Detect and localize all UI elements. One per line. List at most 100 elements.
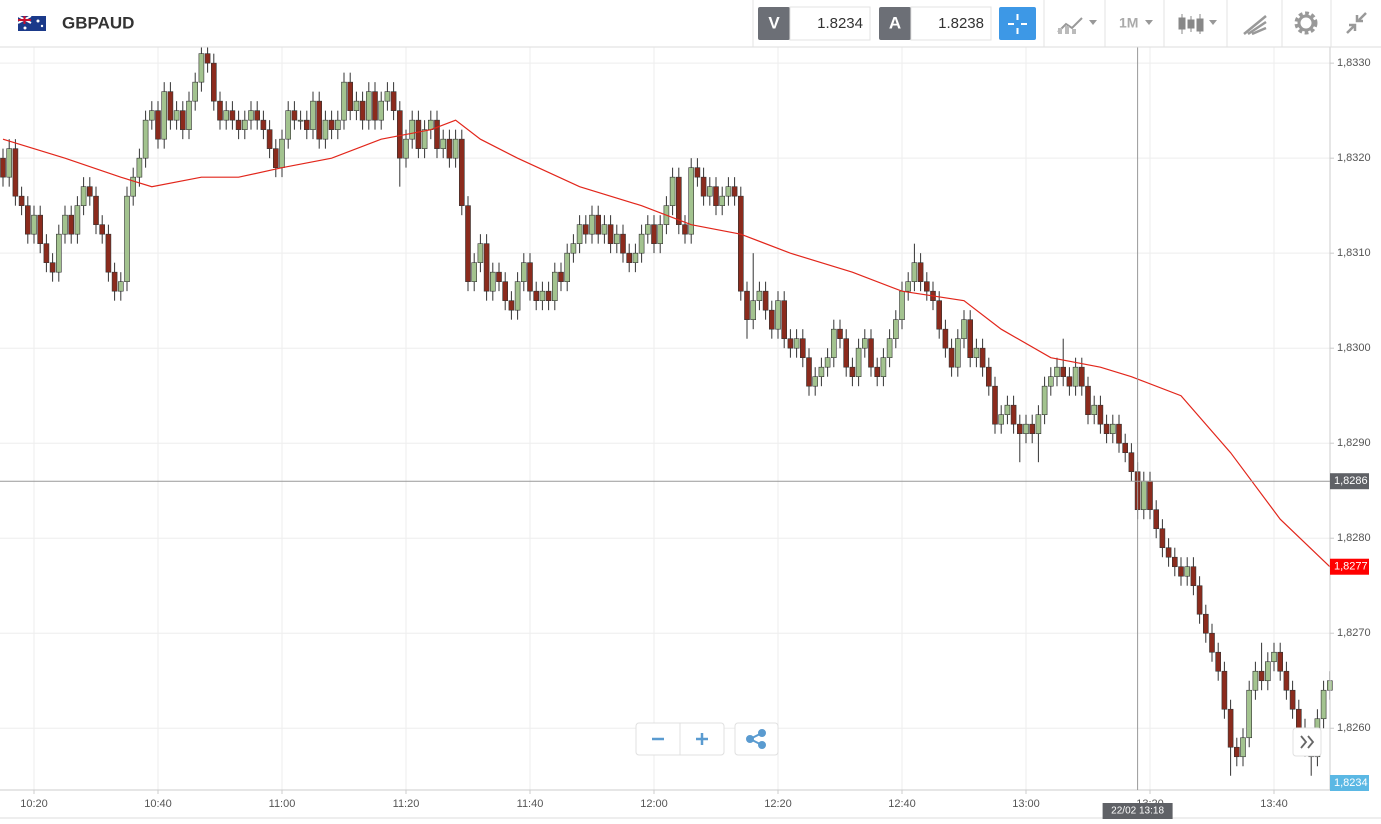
candle-body <box>706 186 713 197</box>
candle-body <box>781 300 788 339</box>
candle <box>1265 652 1271 691</box>
candle-body <box>173 110 180 121</box>
candle-body <box>911 262 918 282</box>
candle-body <box>731 186 738 197</box>
candle <box>657 215 664 254</box>
chart-type-button[interactable] <box>1057 17 1097 34</box>
candle <box>409 110 416 149</box>
crosshair-button[interactable] <box>999 7 1036 40</box>
candle <box>855 338 862 387</box>
candle <box>1203 604 1209 643</box>
candle <box>806 348 812 396</box>
candle <box>105 224 112 282</box>
candle <box>204 44 211 73</box>
candle <box>1103 414 1110 444</box>
candle <box>905 272 912 301</box>
candle-body <box>235 119 242 130</box>
candle <box>880 348 887 387</box>
candle-body <box>1240 737 1246 758</box>
ma-value-label: 1,8277 <box>1334 561 1368 573</box>
candle <box>830 319 837 368</box>
candle <box>1091 395 1097 425</box>
candle <box>452 129 459 168</box>
candle-body <box>465 205 471 282</box>
sell-button[interactable] <box>758 7 790 40</box>
candle-body <box>353 100 360 111</box>
candle-body <box>1172 556 1178 568</box>
candle <box>824 348 831 377</box>
candle-body <box>1215 651 1221 672</box>
candle <box>496 262 502 292</box>
sell-price: 1.8234 <box>817 15 863 32</box>
candle-body <box>403 138 409 159</box>
candle-body <box>892 319 899 339</box>
candle-body <box>564 252 571 282</box>
buy-button[interactable] <box>879 7 911 40</box>
candle <box>545 281 552 311</box>
candle <box>954 329 961 377</box>
candle-body <box>1153 509 1159 530</box>
candle-body <box>489 271 496 292</box>
candle <box>99 215 105 244</box>
candle <box>1054 357 1060 387</box>
axes: 1,8260 1,8270 1,8280 1,8290 1,8300 1,8310 1,83… <box>0 47 1381 819</box>
candle <box>310 91 316 140</box>
candle-body <box>675 176 682 225</box>
candle <box>396 101 403 187</box>
candle <box>217 91 223 130</box>
candle-body <box>576 224 583 244</box>
candle-body <box>855 347 862 377</box>
crosshair-icon <box>1008 14 1027 34</box>
moving-average <box>2 119 1331 568</box>
candle <box>1016 414 1023 463</box>
candle <box>706 177 713 206</box>
candle <box>1141 471 1147 520</box>
settings-button[interactable] <box>1294 11 1318 35</box>
candle-body <box>55 233 62 273</box>
candle-body <box>1190 566 1197 587</box>
candle-body <box>111 271 118 292</box>
candle-body <box>527 262 533 292</box>
candle-body <box>291 110 298 121</box>
candle <box>1159 519 1166 558</box>
candle <box>787 329 794 358</box>
candle <box>18 186 25 216</box>
candle <box>242 110 248 140</box>
draw-button[interactable] <box>1243 15 1267 36</box>
candle <box>303 110 310 140</box>
candle-body <box>793 338 800 349</box>
timeframe-button[interactable]: 1M <box>1119 15 1153 31</box>
candle <box>446 129 453 168</box>
candle-body <box>124 195 130 282</box>
candle-body <box>211 62 217 102</box>
candle-body <box>483 243 490 292</box>
candle-body <box>961 319 967 339</box>
candle <box>211 53 217 111</box>
candle <box>886 329 893 368</box>
last-price-badge <box>1330 775 1369 791</box>
candle-body <box>570 243 577 254</box>
candle-body <box>365 91 372 121</box>
zoom-in[interactable] <box>696 733 708 745</box>
candle <box>440 129 447 159</box>
candle <box>31 205 37 244</box>
candle <box>0 148 6 187</box>
candle-body <box>496 271 502 282</box>
candle <box>458 129 465 216</box>
candle-type-button[interactable] <box>1178 14 1217 34</box>
candle <box>359 91 366 130</box>
candle-body <box>1097 404 1104 425</box>
candle-body <box>806 357 812 387</box>
candle <box>520 253 527 292</box>
crosshair-price-badge <box>1330 473 1369 490</box>
candle-body <box>694 167 701 178</box>
candle-body <box>74 205 81 235</box>
share-button[interactable] <box>734 722 779 756</box>
candle-body <box>1029 423 1035 435</box>
collapse-button[interactable] <box>1346 12 1367 34</box>
candle <box>1066 367 1073 396</box>
candle <box>403 129 409 168</box>
candle-body <box>979 347 986 368</box>
candle-body <box>657 224 664 244</box>
candle <box>700 167 707 206</box>
